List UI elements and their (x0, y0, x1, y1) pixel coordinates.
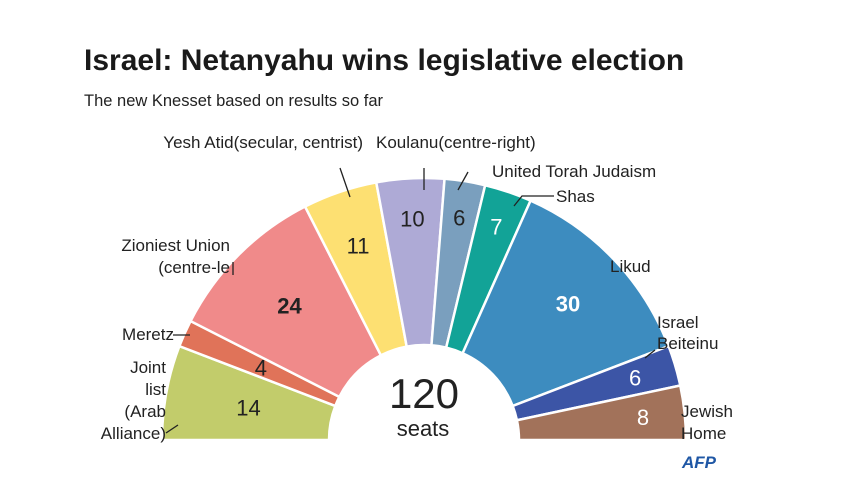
chart-title: Israel: Netanyahu wins legislative elect… (84, 44, 685, 77)
segment-value-3: 11 (347, 234, 370, 259)
party-label-6: Shas (556, 187, 595, 206)
segment-7 (460, 199, 671, 408)
leader-israel-beiteinu (644, 349, 656, 359)
party-label-9: Jewish Home (681, 402, 733, 443)
leader-utj (457, 171, 469, 191)
afp-logo: AFP (681, 453, 717, 472)
segment-value-7: 30 (556, 291, 580, 316)
segment-value-5: 6 (453, 206, 465, 231)
segment-9 (515, 384, 688, 442)
chart-subtitle: The new Knesset based on results so far (84, 92, 383, 110)
party-label-8: Israel Beiteinu (657, 313, 718, 353)
leader-joint-list (165, 424, 179, 434)
segment-value-2: 24 (277, 294, 302, 319)
leader-yesh-atid (339, 167, 351, 198)
party-label-4: Koulanu(centre-right) (376, 133, 536, 152)
segment-value-1: 4 (255, 355, 267, 380)
party-label-7: Likud (610, 257, 651, 276)
segment-2 (188, 204, 383, 399)
total-seats-unit: seats (397, 416, 450, 441)
party-label-5: United Torah Judaism (492, 162, 656, 181)
leader-shas (513, 195, 554, 207)
segment-value-8: 6 (629, 365, 641, 390)
party-label-0: Joint list (Arab Alliance) (101, 358, 166, 443)
party-label-1: Meretz (122, 325, 174, 344)
party-label-2: Zioniest Union (centre-le (121, 236, 230, 277)
segment-value-0: 14 (236, 395, 260, 420)
segment-value-9: 8 (637, 405, 649, 430)
segment-value-6: 7 (490, 215, 502, 240)
party-label-3: Yesh Atid(secular, centrist) (163, 133, 363, 152)
segment-value-4: 10 (400, 206, 424, 231)
total-seats-value: 120 (389, 370, 459, 417)
